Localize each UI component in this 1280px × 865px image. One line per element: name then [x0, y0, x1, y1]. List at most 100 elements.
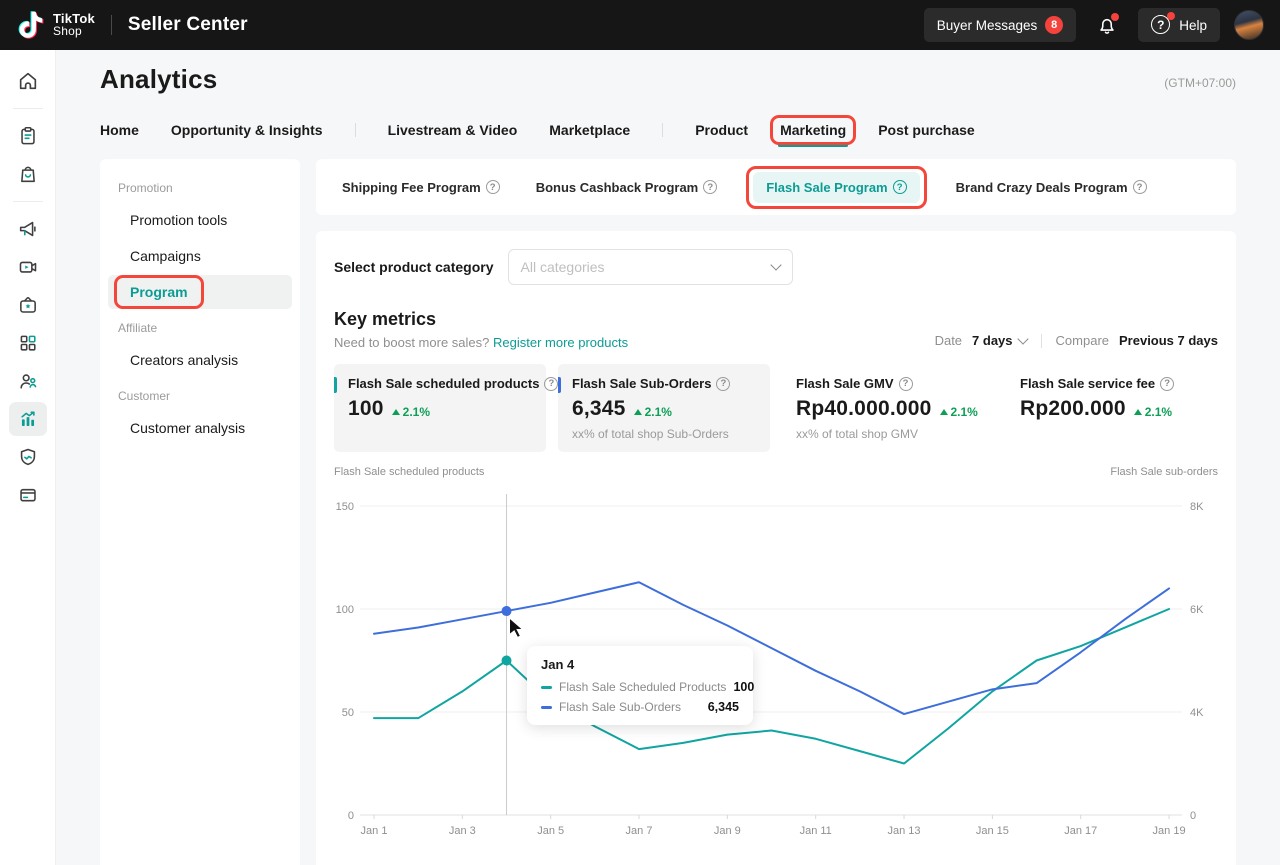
- tooltip-row: Flash Sale Sub-Orders6,345: [541, 700, 739, 714]
- metric-card-title: Flash Sale service fee?: [1020, 376, 1204, 391]
- analytics-tabs: Home Opportunity & Insights Livestream & V…: [100, 117, 1236, 143]
- up-arrow-icon: [940, 409, 948, 415]
- program-tab-shipping-fee-program[interactable]: Shipping Fee Program?: [342, 180, 500, 195]
- avatar[interactable]: [1234, 10, 1264, 40]
- key-metrics-subtitle: Need to boost more sales? Register more …: [334, 335, 628, 350]
- home-icon[interactable]: [9, 64, 47, 98]
- question-circle-icon[interactable]: ?: [1160, 377, 1174, 391]
- rail-divider: [13, 201, 43, 202]
- program-tab-flash-sale-program[interactable]: Flash Sale Program?: [753, 172, 919, 203]
- finance-card-icon[interactable]: [9, 478, 47, 512]
- mouse-cursor-icon: [510, 618, 523, 637]
- compare-value[interactable]: Previous 7 days: [1119, 333, 1218, 348]
- sidebar-item-campaigns[interactable]: Campaigns: [108, 239, 292, 273]
- help-button[interactable]: ? Help: [1138, 8, 1220, 42]
- register-products-link[interactable]: Register more products: [493, 335, 628, 350]
- program-tab-bonus-cashback-program[interactable]: Bonus Cashback Program?: [536, 180, 718, 195]
- x-axis-label: Jan 7: [626, 825, 653, 837]
- buyer-messages-button[interactable]: Buyer Messages 8: [924, 8, 1077, 42]
- chart-right-axis-title: Flash Sale sub-orders: [1110, 466, 1218, 488]
- tab-home[interactable]: Home: [100, 122, 139, 138]
- x-axis-label: Jan 3: [449, 825, 476, 837]
- account-health-shield-icon[interactable]: [9, 440, 47, 474]
- chart-area: Flash Sale scheduled products Flash Sale…: [334, 466, 1218, 845]
- products-bag-icon[interactable]: [9, 157, 47, 191]
- metric-value: Rp40.000.000: [796, 397, 932, 421]
- program-tabs-card: Shipping Fee Program? Bonus Cashback Prog…: [316, 159, 1236, 215]
- x-axis-label: Jan 15: [976, 825, 1009, 837]
- metric-card-title: Flash Sale GMV?: [796, 376, 980, 391]
- date-range-select[interactable]: 7 days: [972, 333, 1026, 348]
- buyer-messages-badge: 8: [1045, 16, 1063, 34]
- metric-card-flash-sale-service-fee[interactable]: Flash Sale service fee? Rp200.000 2.1%: [1006, 364, 1218, 452]
- tab-post-purchase[interactable]: Post purchase: [878, 122, 974, 138]
- right-axis-tick: 8K: [1190, 501, 1204, 513]
- question-circle-icon[interactable]: ?: [716, 377, 730, 391]
- category-select-placeholder: All categories: [521, 259, 605, 275]
- x-axis-label: Jan 9: [714, 825, 741, 837]
- left-axis-tick: 50: [342, 707, 354, 719]
- live-tv-icon[interactable]: [9, 288, 47, 322]
- video-camera-icon[interactable]: [9, 250, 47, 284]
- card-accent-bar: [334, 377, 337, 393]
- analytics-chart-icon[interactable]: [9, 402, 47, 436]
- right-axis-tick: 4K: [1190, 707, 1204, 719]
- affiliate-users-icon[interactable]: [9, 364, 47, 398]
- marketing-megaphone-icon[interactable]: [9, 212, 47, 246]
- x-axis-label: Jan 11: [800, 825, 832, 837]
- header-divider: [111, 15, 112, 35]
- question-circle-icon[interactable]: ?: [544, 377, 558, 391]
- sidebar-item-creators-analysis[interactable]: Creators analysis: [108, 343, 292, 377]
- chart-tooltip: Jan 4 Flash Sale Scheduled Products100Fl…: [527, 646, 753, 725]
- metric-value: 100: [348, 397, 384, 421]
- data-point-dot: [502, 656, 512, 666]
- up-arrow-icon: [392, 409, 400, 415]
- tooltip-row: Flash Sale Scheduled Products100: [541, 680, 739, 694]
- tab-marketing[interactable]: Marketing: [780, 122, 846, 138]
- tab-opportunity-insights[interactable]: Opportunity & Insights: [171, 122, 323, 138]
- subnav-section-affiliate: Affiliate: [108, 311, 292, 341]
- question-circle-icon: ?: [703, 180, 717, 194]
- controls-divider: [1041, 334, 1042, 348]
- metric-change: 2.1%: [1134, 405, 1172, 419]
- product-name: Seller Center: [128, 14, 248, 36]
- metric-change: 2.1%: [940, 405, 978, 419]
- metric-note: xx% of total shop Sub-Orders: [572, 427, 756, 441]
- x-axis-label: Jan 17: [1064, 825, 1097, 837]
- chevron-down-icon: [1017, 333, 1028, 344]
- metric-value: Rp200.000: [1020, 397, 1126, 421]
- card-accent-bar: [558, 377, 561, 393]
- metrics-card: Select product category All categories K…: [316, 231, 1236, 865]
- program-tab-brand-crazy-deals-program[interactable]: Brand Crazy Deals Program?: [956, 180, 1147, 195]
- metric-card-flash-sale-gmv[interactable]: Flash Sale GMV? Rp40.000.000 2.1% xx% of to…: [782, 364, 994, 452]
- left-axis-tick: 150: [336, 501, 354, 513]
- left-axis-tick: 0: [348, 810, 354, 822]
- category-select[interactable]: All categories: [508, 249, 793, 285]
- question-circle-icon: ?: [486, 180, 500, 194]
- orders-clipboard-icon[interactable]: [9, 119, 47, 153]
- metric-cards-row: Flash Sale scheduled products?1002.1%Fla…: [334, 364, 1218, 452]
- apps-grid-icon[interactable]: [9, 326, 47, 360]
- sidebar-item-program[interactable]: Program: [108, 275, 292, 309]
- data-point-dot: [502, 606, 512, 616]
- sidebar-item-promotion-tools[interactable]: Promotion tools: [108, 203, 292, 237]
- tab-livestream-video[interactable]: Livestream & Video: [388, 122, 518, 138]
- metric-card-flash-sale-scheduled-products[interactable]: Flash Sale scheduled products?1002.1%: [334, 364, 546, 452]
- notifications-bell-button[interactable]: [1090, 8, 1124, 42]
- line-chart[interactable]: 1508K1006K504K00Jan 1Jan 3Jan 5Jan 7Jan …: [334, 488, 1218, 840]
- help-dot: [1167, 12, 1175, 20]
- sidebar-item-customer-analysis[interactable]: Customer analysis: [108, 411, 292, 445]
- x-axis-label: Jan 13: [888, 825, 921, 837]
- metric-card-flash-sale-sub-orders[interactable]: Flash Sale Sub-Orders?6,3452.1%xx% of to…: [558, 364, 770, 452]
- metric-note: xx% of total shop GMV: [796, 427, 980, 441]
- promotion-subnav: PromotionPromotion toolsCampaignsProgram…: [100, 159, 300, 865]
- question-circle-icon[interactable]: ?: [899, 377, 913, 391]
- metric-change: 2.1%: [392, 405, 430, 419]
- tab-product[interactable]: Product: [695, 122, 748, 138]
- tab-marketplace[interactable]: Marketplace: [549, 122, 630, 138]
- subnav-section-promotion: Promotion: [108, 171, 292, 201]
- chevron-down-icon: [770, 259, 781, 270]
- x-axis-label: Jan 1: [361, 825, 388, 837]
- right-axis-tick: 0: [1190, 810, 1196, 822]
- tiktok-shop-logo[interactable]: TikTok Shop: [18, 10, 95, 40]
